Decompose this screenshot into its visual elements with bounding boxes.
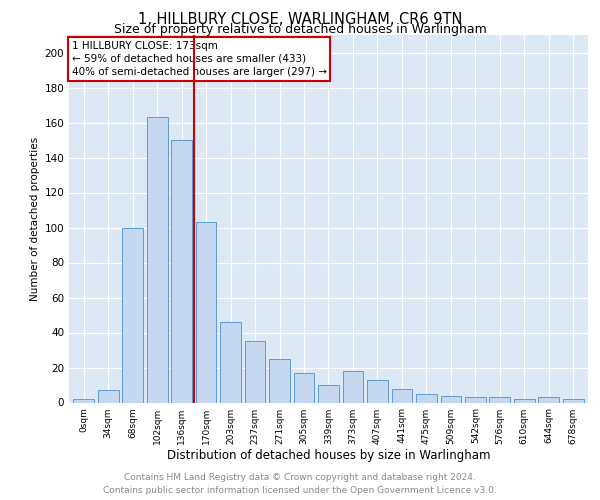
Bar <box>122 228 143 402</box>
Bar <box>465 397 486 402</box>
Bar <box>318 385 339 402</box>
Bar <box>245 341 265 402</box>
Bar <box>490 397 510 402</box>
Text: Size of property relative to detached houses in Warlingham: Size of property relative to detached ho… <box>113 22 487 36</box>
Bar <box>440 396 461 402</box>
Bar <box>563 399 584 402</box>
Bar <box>367 380 388 402</box>
Bar <box>514 399 535 402</box>
Bar <box>392 388 412 402</box>
Bar <box>293 373 314 402</box>
Bar <box>73 399 94 402</box>
Bar <box>196 222 217 402</box>
Bar <box>416 394 437 402</box>
Bar <box>343 371 364 402</box>
Bar <box>538 397 559 402</box>
Bar <box>147 118 167 403</box>
X-axis label: Distribution of detached houses by size in Warlingham: Distribution of detached houses by size … <box>167 450 490 462</box>
Bar <box>171 140 192 402</box>
Bar <box>220 322 241 402</box>
Y-axis label: Number of detached properties: Number of detached properties <box>30 136 40 301</box>
Bar <box>98 390 119 402</box>
Text: Contains HM Land Registry data © Crown copyright and database right 2024.
Contai: Contains HM Land Registry data © Crown c… <box>103 474 497 495</box>
Text: 1 HILLBURY CLOSE: 173sqm
← 59% of detached houses are smaller (433)
40% of semi-: 1 HILLBURY CLOSE: 173sqm ← 59% of detach… <box>71 40 326 77</box>
Text: 1, HILLBURY CLOSE, WARLINGHAM, CR6 9TN: 1, HILLBURY CLOSE, WARLINGHAM, CR6 9TN <box>138 12 462 28</box>
Bar <box>269 359 290 403</box>
